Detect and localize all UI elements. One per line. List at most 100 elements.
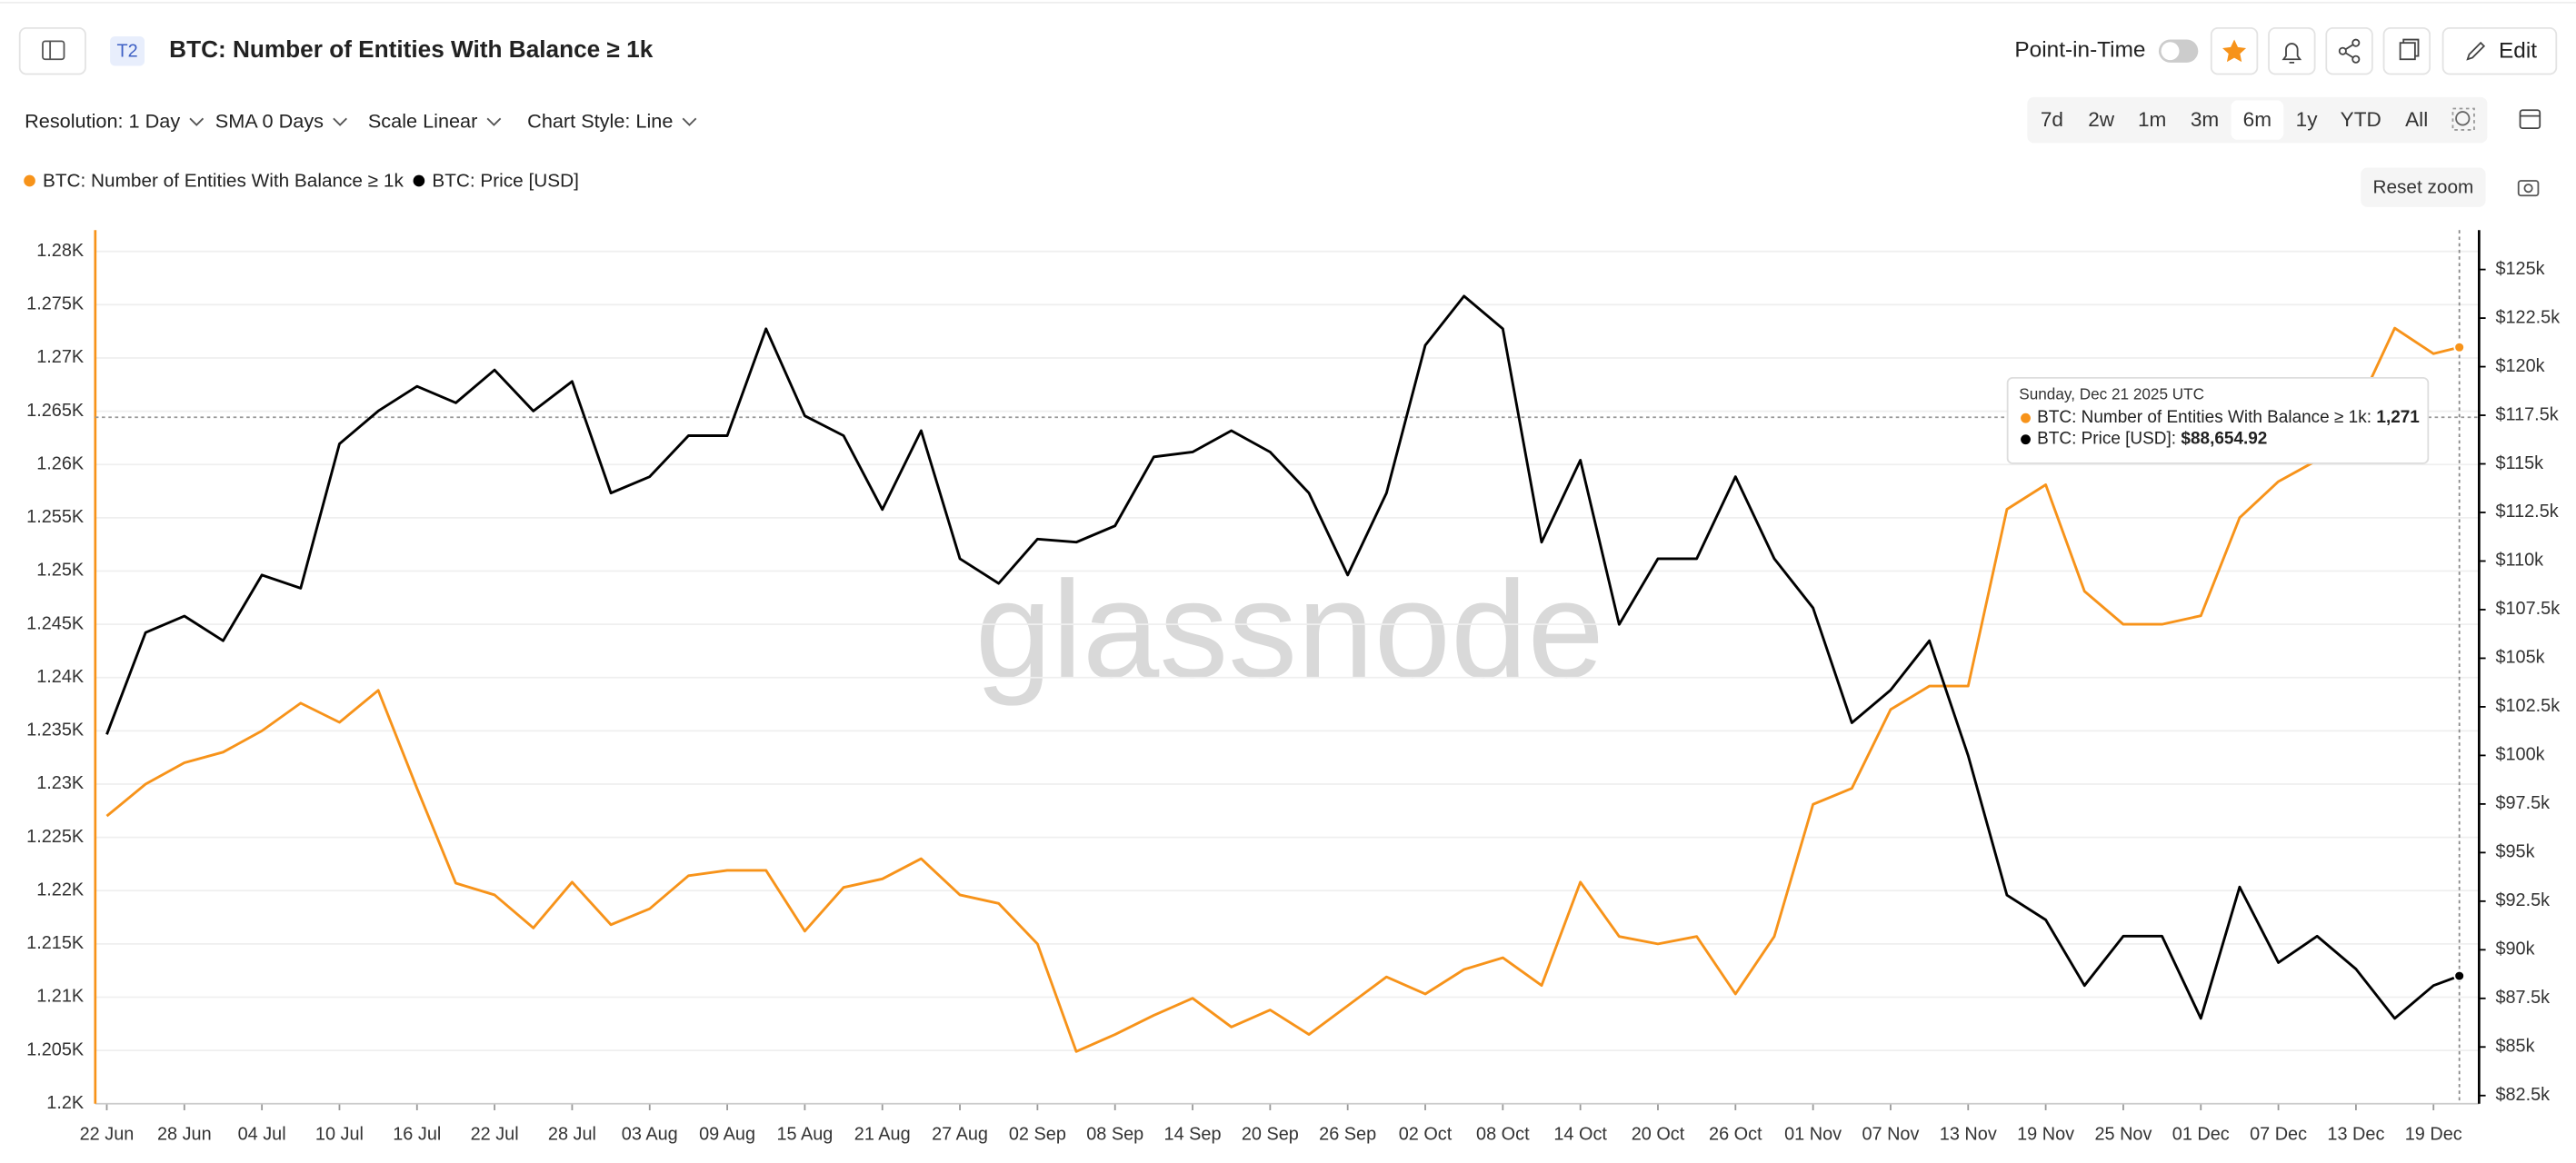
tooltip-swatch bbox=[2021, 413, 2031, 423]
range-button[interactable]: 6m bbox=[2243, 108, 2271, 131]
y-tick-label: 1.22K bbox=[36, 880, 85, 900]
dropdown-arrow bbox=[486, 117, 502, 126]
x-tick-label: 14 Sep bbox=[1164, 1124, 1222, 1144]
y2-tick-label: $82.5k bbox=[2495, 1085, 2550, 1105]
range-active bbox=[2231, 100, 2284, 140]
y-tick-label: 1.2K bbox=[46, 1093, 85, 1113]
x-tick-label: 14 Oct bbox=[1553, 1124, 1607, 1144]
y2-tick-label: $115k bbox=[2495, 453, 2543, 473]
y2-tick-label: $125k bbox=[2495, 259, 2544, 279]
share-icon bbox=[2338, 46, 2347, 55]
calendar-icon bbox=[2519, 109, 2541, 130]
alert-button[interactable] bbox=[2268, 27, 2316, 75]
tooltip-label: BTC: Price [USD]: $88,654.92 bbox=[2037, 430, 2267, 449]
y-tick-label: 1.23K bbox=[36, 773, 85, 793]
tooltip: Sunday, Dec 21 2025 UTC BTC: Number of En… bbox=[2006, 376, 2430, 464]
x-tick-label: 27 Aug bbox=[932, 1124, 988, 1144]
x-tick-label: 26 Oct bbox=[1709, 1124, 1762, 1144]
copy-icon bbox=[2399, 42, 2416, 61]
x-tick-label: 04 Jul bbox=[238, 1124, 286, 1144]
tooltip-value: $88,654.92 bbox=[2181, 430, 2267, 449]
control-label[interactable]: Chart Style: Line bbox=[527, 110, 673, 133]
y2-tick-label: $120k bbox=[2495, 356, 2544, 376]
point-in-time-label: Point-in-Time bbox=[2014, 38, 2145, 63]
y-tick-label: 1.245K bbox=[26, 613, 85, 633]
y-tick-label: 1.28K bbox=[36, 241, 85, 261]
x-tick-label: 21 Aug bbox=[854, 1124, 911, 1144]
edit-button[interactable] bbox=[2441, 27, 2558, 75]
dropdown-arrow bbox=[333, 117, 347, 126]
x-tick-label: 07 Dec bbox=[2250, 1124, 2307, 1144]
edit-icon bbox=[2466, 41, 2486, 61]
y-tick-label: 1.27K bbox=[36, 347, 85, 367]
control-label[interactable]: Resolution: 1 Day bbox=[25, 110, 180, 133]
y-tick-label: 1.24K bbox=[36, 667, 85, 687]
y-tick-label: 1.265K bbox=[26, 401, 85, 421]
zoom-icon bbox=[2451, 107, 2475, 131]
x-tick-label: 01 Dec bbox=[2172, 1124, 2230, 1144]
x-tick-label: 10 Jul bbox=[315, 1124, 364, 1144]
x-tick-label: 22 Jun bbox=[80, 1124, 135, 1144]
reset-zoom-label: Reset zoom bbox=[2373, 177, 2474, 198]
share-button[interactable] bbox=[2325, 27, 2373, 75]
x-tick-label: 09 Aug bbox=[699, 1124, 755, 1144]
series-line bbox=[105, 294, 2461, 1020]
x-tick-label: 02 Sep bbox=[1009, 1124, 1066, 1144]
tooltip-swatch bbox=[2021, 434, 2031, 445]
sidebar-toggle[interactable] bbox=[18, 27, 86, 75]
range-button[interactable]: 1y bbox=[2296, 108, 2319, 131]
dropdown-arrow bbox=[682, 117, 697, 126]
y2-tick-label: $112.5k bbox=[2495, 502, 2558, 522]
y2-tick-label: $110k bbox=[2495, 551, 2543, 571]
control-label[interactable]: SMA 0 Days bbox=[215, 110, 324, 133]
range-button[interactable]: YTD bbox=[2341, 108, 2381, 131]
tooltip-label: BTC: Number of Entities With Balance ≥ 1… bbox=[2037, 408, 2420, 427]
x-tick-label: 07 Nov bbox=[1862, 1124, 1919, 1144]
y-tick-label: 1.26K bbox=[36, 453, 85, 473]
badge: T2 bbox=[116, 41, 137, 61]
x-tick-label: 22 Jul bbox=[471, 1124, 519, 1144]
badge-bg bbox=[110, 35, 145, 66]
x-tick-label: 02 Oct bbox=[1399, 1124, 1453, 1144]
range-button[interactable]: All bbox=[2405, 108, 2428, 131]
x-tick-label: 20 Oct bbox=[1632, 1124, 1685, 1144]
legend-swatch bbox=[24, 174, 35, 187]
y2-tick-label: $95k bbox=[2495, 842, 2534, 862]
dropdown-arrow bbox=[189, 117, 205, 126]
copy-button[interactable] bbox=[2382, 27, 2431, 75]
share-icon bbox=[2351, 38, 2361, 47]
range-button[interactable]: 2w bbox=[2088, 108, 2115, 131]
x-tick-label: 15 Aug bbox=[776, 1124, 833, 1144]
calendar-button[interactable] bbox=[2507, 98, 2553, 142]
y2-tick-label: $90k bbox=[2495, 939, 2534, 959]
tooltip-date: Sunday, Dec 21 2025 UTC bbox=[2019, 384, 2204, 403]
range-button[interactable]: 1m bbox=[2138, 108, 2166, 131]
x-tick-label: 01 Nov bbox=[1784, 1124, 1842, 1144]
reset-zoom-button[interactable] bbox=[2361, 167, 2486, 207]
star-icon bbox=[2222, 39, 2247, 63]
x-tick-label: 08 Oct bbox=[1476, 1124, 1530, 1144]
share-icon bbox=[2351, 55, 2361, 64]
legend-label[interactable]: BTC: Price [USD] bbox=[432, 170, 579, 191]
y-tick-label: 1.235K bbox=[26, 721, 85, 741]
control-label[interactable]: Scale Linear bbox=[368, 110, 477, 133]
range-button[interactable]: 3m bbox=[2191, 108, 2219, 131]
y2-tick-label: $105k bbox=[2495, 648, 2544, 668]
y2-tick-label: $97.5k bbox=[2495, 793, 2550, 813]
x-tick-label: 08 Sep bbox=[1086, 1124, 1143, 1144]
y2-tick-label: $85k bbox=[2495, 1037, 2534, 1057]
y2-tick-label: $102.5k bbox=[2495, 696, 2560, 716]
y2-tick-label: $122.5k bbox=[2495, 307, 2560, 327]
range-button[interactable]: 7d bbox=[2041, 108, 2063, 131]
y-tick-label: 1.255K bbox=[26, 507, 85, 527]
copy-icon bbox=[2402, 38, 2420, 57]
sidebar-icon bbox=[42, 40, 65, 61]
camera-icon[interactable] bbox=[2517, 180, 2540, 197]
tooltip-series: BTC: Price [USD]: bbox=[2037, 430, 2176, 449]
tooltip-series: BTC: Number of Entities With Balance ≥ 1… bbox=[2037, 408, 2371, 427]
end-point bbox=[2453, 969, 2466, 982]
edit-label: Edit bbox=[2499, 39, 2537, 64]
y-tick-label: 1.25K bbox=[36, 561, 85, 581]
legend-label[interactable]: BTC: Number of Entities With Balance ≥ 1… bbox=[43, 170, 404, 191]
